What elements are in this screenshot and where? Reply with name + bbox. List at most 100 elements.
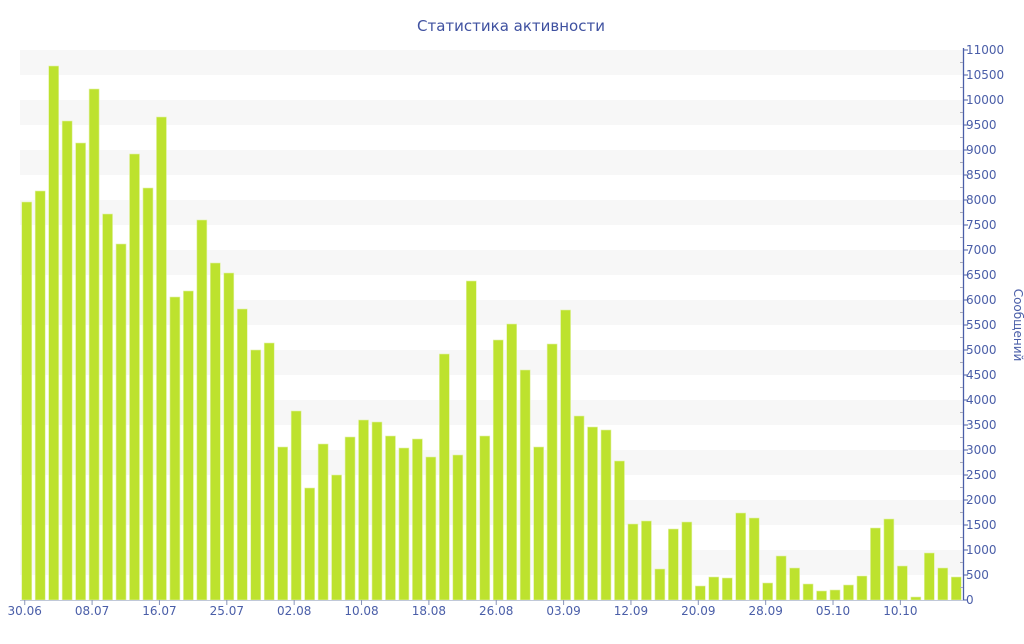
bar xyxy=(762,582,773,601)
bar xyxy=(169,296,181,601)
bar xyxy=(290,410,302,601)
bar xyxy=(412,438,423,601)
bar xyxy=(695,585,706,601)
bar xyxy=(196,219,208,601)
y-tick-label: 10000 xyxy=(966,93,1004,107)
y-tick-label: 500 xyxy=(966,568,989,582)
bar xyxy=(425,456,437,601)
bar xyxy=(61,120,73,601)
bar xyxy=(129,153,140,601)
x-tick-label: 03.09 xyxy=(546,604,580,618)
y-tick-label: 7500 xyxy=(966,218,997,232)
bar xyxy=(492,339,504,601)
y-tick-label: 3500 xyxy=(966,418,997,432)
x-tick-label: 28.09 xyxy=(748,604,782,618)
y-axis-label: Сообщений xyxy=(1011,289,1024,362)
x-tick-label: 12.09 xyxy=(614,604,648,618)
bar xyxy=(142,187,154,601)
bar xyxy=(156,116,167,601)
bar xyxy=(546,343,558,601)
bar xyxy=(223,272,235,601)
y-tick-label: 8500 xyxy=(966,168,997,182)
bar xyxy=(829,589,841,601)
bar xyxy=(775,555,787,601)
x-tick-label: 18.08 xyxy=(412,604,446,618)
bar xyxy=(533,446,544,601)
bar xyxy=(277,446,288,601)
bar xyxy=(344,436,356,601)
y-tick-label: 2500 xyxy=(966,468,997,482)
y-tick-label: 5500 xyxy=(966,318,997,332)
grid-band xyxy=(20,200,963,225)
bar xyxy=(870,527,881,601)
grid-band xyxy=(20,150,963,175)
bar xyxy=(789,567,800,601)
bar xyxy=(236,308,248,601)
bar xyxy=(937,567,949,601)
bar xyxy=(183,290,194,601)
bar xyxy=(304,487,315,601)
bar xyxy=(856,575,868,601)
bar xyxy=(654,568,666,601)
bar xyxy=(897,565,908,601)
y-tick-label: 0 xyxy=(966,593,974,607)
bar xyxy=(600,429,612,601)
bar xyxy=(263,342,275,601)
bar xyxy=(465,280,477,601)
bar xyxy=(250,349,262,601)
y-tick-label: 4000 xyxy=(966,393,997,407)
chart-title: Статистика активности xyxy=(417,17,605,35)
y-tick-label: 2000 xyxy=(966,493,997,507)
bar xyxy=(802,583,814,601)
y-tick-label: 10500 xyxy=(966,68,1004,82)
y-tick-label: 9500 xyxy=(966,118,997,132)
y-tick-label: 1500 xyxy=(966,518,997,532)
x-tick-label: 16.07 xyxy=(142,604,176,618)
x-tick-label: 10.10 xyxy=(883,604,917,618)
x-tick-label: 05.10 xyxy=(816,604,850,618)
grid-band xyxy=(20,100,963,125)
y-tick-label: 3000 xyxy=(966,443,997,457)
y-tick-label: 11000 xyxy=(966,43,1004,57)
bar xyxy=(721,577,733,601)
bar xyxy=(506,323,518,601)
bar xyxy=(950,576,962,601)
bar xyxy=(627,523,639,601)
y-tick-label: 9000 xyxy=(966,143,997,157)
bar xyxy=(816,590,827,601)
bar xyxy=(398,447,410,601)
bar xyxy=(210,262,221,601)
bar xyxy=(924,552,935,601)
bar xyxy=(88,88,100,601)
y-tick-label: 1000 xyxy=(966,543,997,557)
x-tick-label: 20.09 xyxy=(681,604,715,618)
grid-band xyxy=(20,50,963,75)
bar xyxy=(385,435,396,601)
bar xyxy=(75,142,86,601)
y-tick-label: 5000 xyxy=(966,343,997,357)
y-tick-label: 6500 xyxy=(966,268,997,282)
bar xyxy=(102,213,113,601)
bar xyxy=(519,369,531,601)
bar xyxy=(331,474,342,601)
bar xyxy=(587,426,598,601)
bar xyxy=(681,521,693,601)
bar xyxy=(48,65,59,601)
y-tick-label: 8000 xyxy=(966,193,997,207)
bar xyxy=(560,309,571,601)
bar xyxy=(358,419,369,601)
x-tick-label: 02.08 xyxy=(277,604,311,618)
bar xyxy=(708,576,720,601)
y-tick-label: 4500 xyxy=(966,368,997,382)
bar xyxy=(883,518,895,601)
y-tick-label: 6000 xyxy=(966,293,997,307)
bar xyxy=(21,201,33,601)
bar xyxy=(439,353,450,601)
bar xyxy=(614,460,625,601)
x-tick-label: 30.06 xyxy=(8,604,42,618)
bar xyxy=(573,415,585,601)
bar xyxy=(748,517,760,601)
bar xyxy=(910,596,922,601)
bar xyxy=(641,520,652,601)
